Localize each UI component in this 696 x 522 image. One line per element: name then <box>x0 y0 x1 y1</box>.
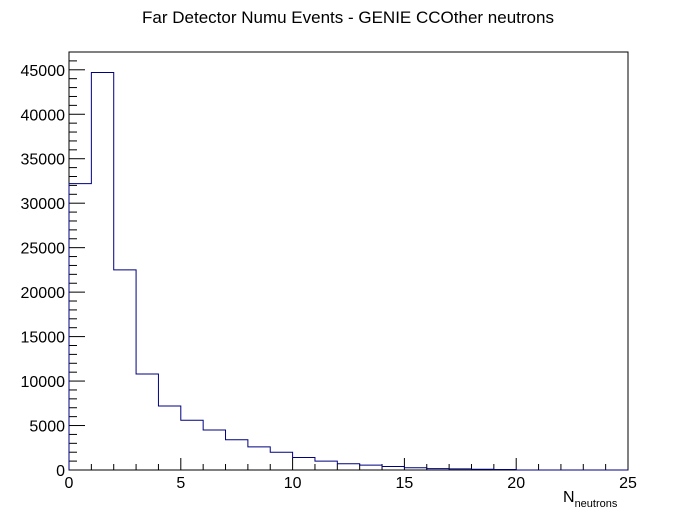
y-tick-label: 45000 <box>21 63 66 80</box>
histogram-bin <box>136 374 158 470</box>
tick-labels: 0 5 10 15 20 25 0 5000 10000 15000 20000 25000 30000… <box>21 63 638 492</box>
histogram-bin <box>114 270 136 470</box>
histogram-line <box>68 71 628 471</box>
y-tick-label: 35000 <box>21 152 66 169</box>
histogram-bin <box>158 406 180 470</box>
plot-frame <box>68 51 629 471</box>
y-tick-label: 25000 <box>21 241 66 258</box>
x-axis-label-main: N <box>563 489 575 506</box>
histogram-bin <box>203 430 225 470</box>
histogram-bin <box>270 452 292 470</box>
histogram-bin <box>181 420 203 470</box>
y-tick-label: 20000 <box>21 285 66 302</box>
histogram-bin <box>91 72 113 470</box>
x-axis-label-subscript: neutrons <box>575 498 618 510</box>
plot-border <box>68 51 629 471</box>
x-tick-label: 0 <box>65 475 74 492</box>
x-tick-label: 15 <box>396 475 414 492</box>
histogram-bin <box>337 464 359 470</box>
histogram-bin <box>360 465 382 470</box>
x-tick-label: 10 <box>284 475 302 492</box>
y-tick-label: 30000 <box>21 196 66 213</box>
histogram-bin <box>226 440 248 470</box>
histogram-bin <box>382 466 404 470</box>
x-axis-label: Nneutrons <box>563 489 618 510</box>
axis-ticks <box>68 51 629 471</box>
histogram-bin <box>293 458 315 470</box>
x-tick-label: 25 <box>619 475 637 492</box>
chart-title: Far Detector Numu Events - GENIE CCOther… <box>142 8 554 27</box>
y-tick-label: 0 <box>56 463 65 480</box>
histogram-bin <box>315 461 337 470</box>
y-tick-label: 5000 <box>29 419 65 436</box>
y-tick-label: 10000 <box>21 374 66 391</box>
y-tick-label: 15000 <box>21 330 66 347</box>
x-tick-label: 5 <box>176 475 185 492</box>
y-tick-label: 40000 <box>21 107 66 124</box>
histogram-bin <box>248 447 270 470</box>
x-tick-label: 20 <box>507 475 525 492</box>
histogram-bin <box>69 184 91 470</box>
